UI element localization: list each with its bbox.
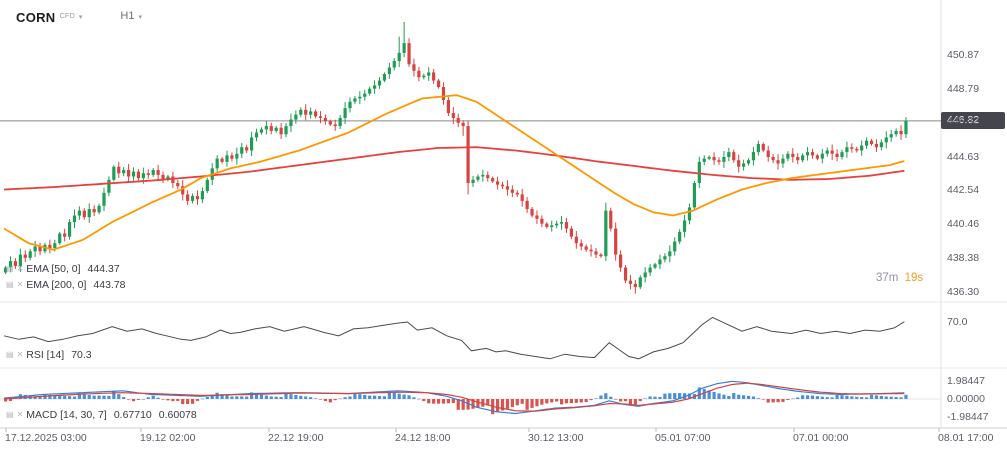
countdown-minutes: 37m bbox=[876, 272, 899, 284]
time-tick-label: 07.01 00:00 bbox=[793, 432, 849, 444]
price-tick-label: 444.63 bbox=[947, 150, 980, 163]
indicator-settings-icon[interactable]: ▤ bbox=[6, 350, 14, 359]
indicator-close-icon[interactable]: ✕ bbox=[16, 264, 24, 273]
candles-series bbox=[4, 21, 908, 294]
timeframe-label: H1 bbox=[120, 10, 135, 22]
countdown-seconds: 19s bbox=[904, 272, 924, 284]
macd-tick-label: 0.00000 bbox=[947, 393, 985, 405]
ema50-legend: ▤ ✕ EMA [50, 0] 444.37 bbox=[6, 263, 120, 275]
indicator-close-icon[interactable]: ✕ bbox=[16, 280, 24, 289]
rsi-legend: ▤ ✕ RSI [14] 70.3 bbox=[6, 349, 92, 361]
macd-signal-line bbox=[3, 382, 905, 412]
time-tick-label: 24.12 18:00 bbox=[395, 432, 451, 444]
price-tick-label: 450.87 bbox=[947, 49, 980, 61]
macd-value-2: 0.60078 bbox=[158, 409, 197, 421]
macd-legend: ▤ ✕ MACD [14, 30, 7] 0.67710 0.60078 bbox=[6, 409, 197, 421]
rsi-tick-label: 70.0 bbox=[947, 316, 968, 328]
price-tick-label: 446.82 bbox=[947, 114, 980, 127]
macd-label: MACD [14, 30, 7] bbox=[26, 409, 107, 421]
current-price-badge: 446.82 bbox=[941, 112, 1005, 129]
symbol-dropdown-caret-icon[interactable]: ▾ bbox=[78, 14, 83, 21]
indicator-settings-icon[interactable]: ▤ bbox=[6, 410, 14, 419]
macd-tick-label: -1.98447 bbox=[947, 410, 989, 423]
price-tick-label: 438.38 bbox=[947, 252, 980, 265]
time-tick-label: 22.12 19:00 bbox=[268, 432, 324, 444]
time-tick-label: 08.01 17:00 bbox=[938, 432, 994, 444]
ema200-legend: ▤ ✕ EMA [200, 0] 443.78 bbox=[6, 279, 126, 291]
price-tick-label: 436.30 bbox=[947, 286, 980, 298]
candle-countdown: 37m 19s bbox=[876, 272, 923, 284]
ema50-value: 444.37 bbox=[87, 263, 120, 275]
ema200-value: 443.78 bbox=[93, 279, 126, 291]
macd-histogram bbox=[0, 387, 941, 415]
symbol-name[interactable]: CORN bbox=[16, 10, 56, 25]
indicator-close-icon[interactable]: ✕ bbox=[16, 350, 24, 359]
rsi-line bbox=[3, 316, 905, 360]
timeframe-selector[interactable]: H1 ▾ bbox=[120, 10, 142, 22]
macd-tick-label: 1.98447 bbox=[947, 375, 985, 387]
rsi-value: 70.3 bbox=[71, 349, 92, 361]
time-tick-label: 17.12.2025 03:00 bbox=[5, 432, 87, 444]
panel-separators bbox=[0, 0, 1007, 429]
indicator-settings-icon[interactable]: ▤ bbox=[6, 280, 14, 289]
time-tick-label: 30.12 13:00 bbox=[528, 432, 584, 444]
timeframe-dropdown-caret-icon: ▾ bbox=[138, 14, 142, 21]
instrument-type-badge: CFD bbox=[59, 11, 75, 20]
price-tick-label: 442.54 bbox=[947, 184, 980, 197]
ema200-label: EMA [200, 0] bbox=[26, 279, 87, 291]
instrument-header: CORN CFD ▾ H1 ▾ bbox=[16, 10, 142, 25]
price-tick-label: 448.79 bbox=[947, 82, 980, 95]
indicator-settings-icon[interactable]: ▤ bbox=[6, 264, 14, 273]
time-tick-label: 05.01 07:00 bbox=[655, 432, 711, 444]
ema50-line bbox=[3, 94, 905, 251]
time-axis-ticks bbox=[5, 428, 940, 432]
indicator-close-icon[interactable]: ✕ bbox=[16, 410, 24, 419]
ema200-line bbox=[3, 146, 905, 191]
macd-value-1: 0.67710 bbox=[113, 409, 152, 421]
price-tick-label: 440.46 bbox=[947, 218, 980, 231]
rsi-label: RSI [14] bbox=[26, 349, 65, 361]
ema50-label: EMA [50, 0] bbox=[26, 263, 81, 275]
time-tick-label: 19.12 02:00 bbox=[140, 432, 196, 444]
